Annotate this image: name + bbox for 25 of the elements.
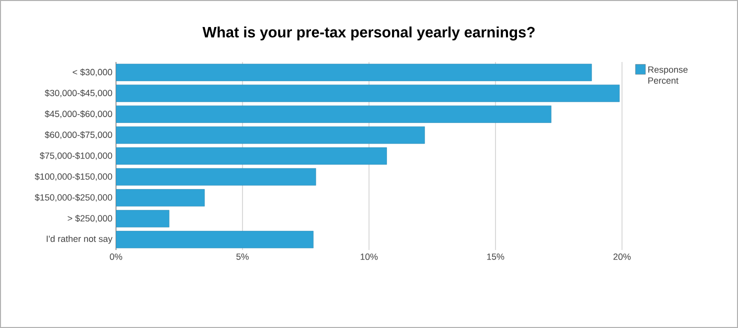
bar [116, 168, 316, 186]
bar [116, 189, 205, 206]
x-tick-label: 10% [360, 254, 378, 260]
y-tick-label: < $30,000 [72, 68, 112, 76]
x-tick-label: 20% [613, 254, 631, 260]
bar [116, 147, 387, 165]
y-tick-label: $30,000-$45,000 [44, 89, 112, 98]
bar [116, 64, 592, 81]
y-tick-label: $100,000-$150,000 [34, 172, 112, 181]
y-tick-label: I'd rather not say [46, 235, 112, 244]
bar [116, 106, 552, 123]
chart-title: What is your pre-tax personal yearly earnings? [202, 26, 535, 41]
y-tick-label: $75,000-$100,000 [40, 152, 112, 160]
y-tick-label: $45,000-$60,000 [44, 110, 112, 118]
bar [116, 210, 170, 228]
legend-label: Response Percent [648, 66, 688, 84]
bar [116, 126, 425, 144]
y-tick-label: $150,000-$250,000 [34, 194, 112, 202]
bar [116, 230, 314, 248]
y-tick-label: $60,000-$75,000 [44, 131, 112, 139]
x-tick-label: 15% [487, 254, 504, 260]
bar [116, 84, 620, 102]
x-tick-label: 0% [110, 254, 122, 260]
y-tick-label: > $250,000 [68, 214, 112, 223]
x-tick-label: 5% [236, 254, 249, 260]
